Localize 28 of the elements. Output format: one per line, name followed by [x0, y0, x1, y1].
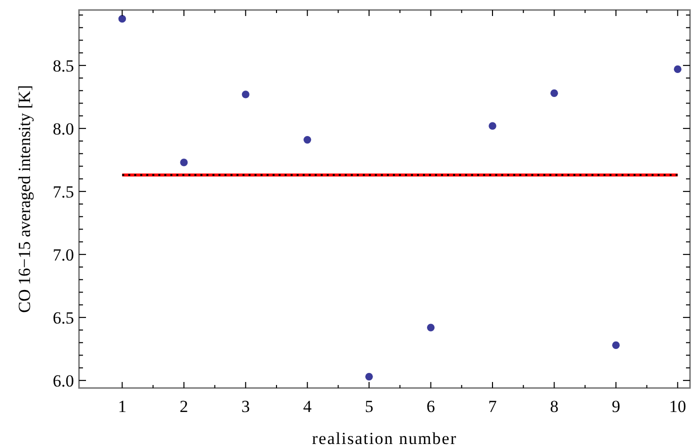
point	[180, 158, 188, 166]
x-tick-label: 2	[180, 397, 188, 416]
point	[242, 90, 250, 98]
y-tick-label: 8.0	[52, 119, 74, 138]
x-tick-label: 5	[364, 397, 374, 416]
point	[550, 89, 558, 97]
point	[118, 15, 126, 23]
x-tick-label: 8	[550, 397, 558, 416]
y-axis-title: CO 16−15 averaged intensity [K]	[15, 85, 34, 313]
x-tick-label: 7	[488, 397, 498, 416]
point	[365, 372, 373, 380]
y-tick-label: 8.5	[52, 56, 74, 76]
y-tick-label: 7.5	[52, 182, 74, 202]
x-tick-label: 1	[118, 397, 126, 416]
x-tick-label: 9	[612, 397, 620, 416]
point	[674, 65, 682, 74]
point	[612, 341, 620, 349]
y-tick-label: 6.5	[52, 308, 74, 328]
point	[304, 136, 312, 144]
y-tick-label: 6.0	[52, 371, 74, 390]
x-tick-label: 4	[303, 397, 312, 416]
point	[426, 324, 435, 332]
point	[488, 122, 496, 130]
x-tick-label: 10	[669, 397, 686, 416]
y-tick-label: 7.0	[52, 245, 74, 264]
x-axis-title: realisation number	[312, 429, 457, 448]
x-tick-label: 3	[241, 397, 250, 416]
x-tick-label: 6	[426, 397, 436, 416]
